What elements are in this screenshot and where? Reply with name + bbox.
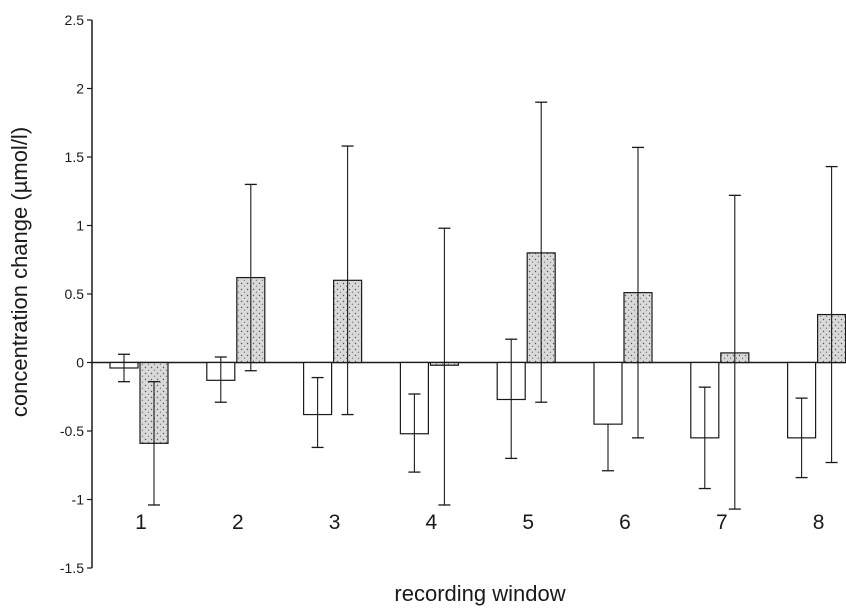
y-tick-label: 1.5 — [65, 149, 85, 165]
x-tick-label: 1 — [135, 511, 147, 534]
x-tick-label: 5 — [522, 511, 534, 534]
x-axis-label: recording window — [394, 581, 565, 606]
y-tick-label: 2.5 — [65, 12, 85, 28]
x-tick-label: 7 — [716, 511, 728, 534]
x-tick-label: 6 — [619, 511, 631, 534]
bar-open — [593, 361, 623, 425]
x-tick-label: 3 — [329, 511, 341, 534]
y-tick-label: 2 — [76, 81, 84, 97]
plot-area: 2.5 2 1.5 1 0.5 0 -0.5 -1 -1.5 1 2 3 4 5 6 7 8 — [60, 12, 846, 576]
y-tick-label: -1.5 — [60, 560, 84, 576]
x-tick-label: 8 — [813, 511, 825, 534]
y-tick-label: 1 — [76, 218, 84, 234]
y-tick-label: -0.5 — [60, 423, 84, 439]
x-tick-label: 4 — [426, 511, 438, 534]
y-tick-label: 0.5 — [65, 286, 85, 302]
y-tick-label: -1 — [72, 492, 85, 508]
y-axis-label: concentration change (µmol/l) — [7, 127, 32, 417]
y-tick-label: 0 — [76, 355, 84, 371]
x-tick-label: 2 — [232, 511, 244, 534]
